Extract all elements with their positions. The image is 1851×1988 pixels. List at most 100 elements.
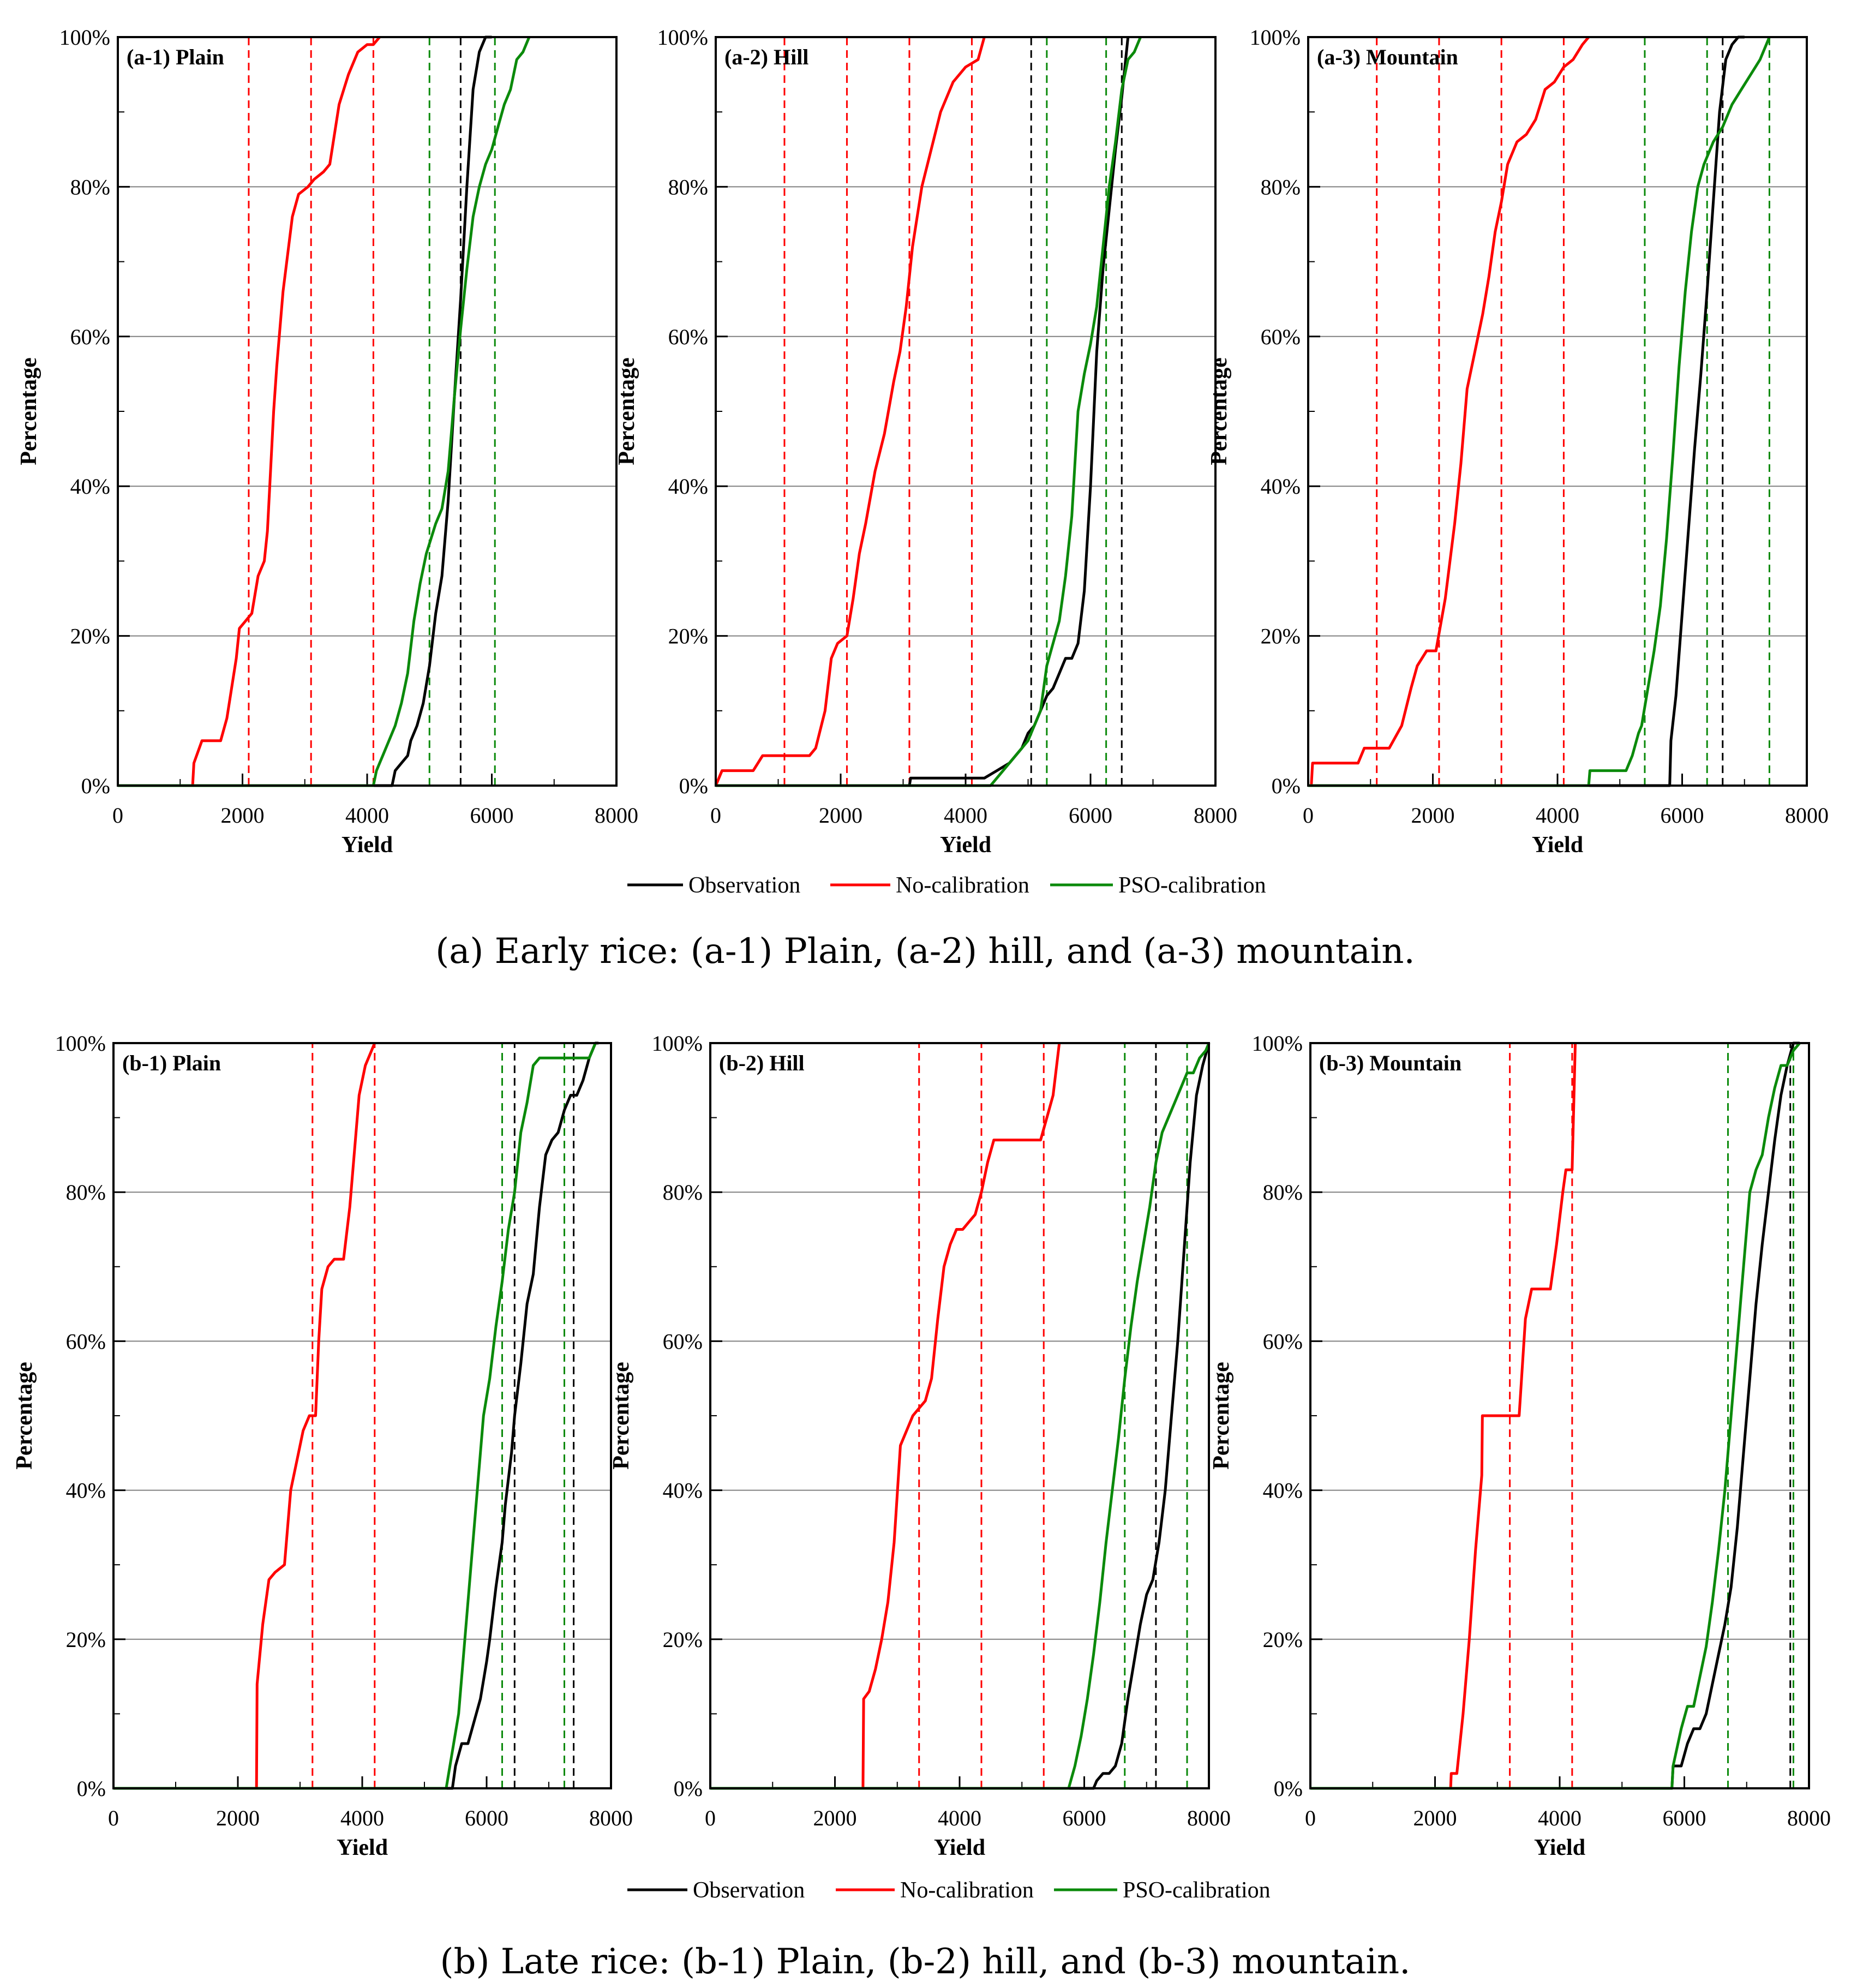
- caption-late-rice: (b) Late rice: (b-1) Plain, (b-2) hill, …: [440, 1942, 1411, 1982]
- panel-2-y-axis-label: Percentage: [614, 357, 639, 465]
- panel-5-series-pso-calibration: [710, 1043, 1211, 1790]
- panel-6-x-tick-label: 2000: [1413, 1806, 1457, 1830]
- panel-3: 0% 20% 40% 60% 80% 100% 0 2000 4000 6000 8000 (a-3)…: [1207, 25, 1829, 858]
- panel-6-x-tick-label: 0: [1305, 1806, 1316, 1830]
- panel-1-y-axis-label: Percentage: [16, 357, 41, 465]
- legend-a-nocal-label: No-calibration: [896, 873, 1029, 898]
- panel-3-frame: [1307, 36, 1808, 787]
- legend-b-nocal-label: No-calibration: [900, 1878, 1034, 1903]
- panel-2-x-axis-label: Yield: [940, 833, 991, 858]
- panel-5-y-tick-label: 80%: [663, 1180, 703, 1205]
- panel-1-frame: [117, 36, 618, 787]
- panel-3-y-tick-label: 0%: [1272, 774, 1301, 798]
- panel-2-series-no-calibration: [714, 37, 986, 786]
- panel-3-series-observation: [1308, 35, 1745, 787]
- legend-b-observation-label: Observation: [693, 1878, 805, 1903]
- panel-4-x-tick-label: 4000: [340, 1806, 384, 1830]
- panel-1-x-tick-label: 6000: [470, 803, 514, 828]
- panel-6-series-observation: [1310, 1041, 1800, 1790]
- panel-1-x-axis-label: Yield: [342, 833, 393, 858]
- panel-5: 0% 20% 40% 60% 80% 100% 0 2000 4000 6000 8000 (b-2)…: [609, 1031, 1231, 1860]
- panel-1-x-tick-label: 4000: [345, 803, 389, 828]
- panel-2-x-tick-label: 2000: [819, 803, 862, 828]
- panel-2-y-tick-label: 60%: [668, 325, 708, 349]
- panel-4-series-no-calibration: [113, 1043, 376, 1790]
- panel-5-series-observation: [710, 1043, 1211, 1790]
- caption-early-rice: (a) Early rice: (a-1) Plain, (a-2) hill,…: [435, 931, 1415, 972]
- panel-5-x-tick-label: 0: [705, 1806, 716, 1830]
- panel-3-series-no-calibration: [1308, 36, 1590, 787]
- panel-5-y-tick-label: 40%: [663, 1478, 703, 1503]
- panel-2-y-tick-label: 80%: [668, 175, 708, 199]
- panel-2-x-tick-label: 8000: [1194, 803, 1237, 828]
- panel-6-frame: [1309, 1042, 1810, 1789]
- legend-a-pso-label: PSO-calibration: [1118, 873, 1266, 898]
- panel-1-y-tick-label: 80%: [70, 175, 110, 199]
- panel-2-x-tick-label: 0: [710, 803, 721, 828]
- panel-4-x-tick-label: 8000: [589, 1806, 633, 1830]
- panel-5-y-tick-label: 0%: [674, 1776, 703, 1801]
- panel-4-y-tick-label: 100%: [55, 1031, 106, 1056]
- panel-3-y-tick-label: 60%: [1261, 325, 1301, 349]
- panel-5-title: (b-2) Hill: [719, 1051, 805, 1075]
- panel-5-x-tick-label: 2000: [813, 1806, 857, 1830]
- panel-2-x-tick-label: 6000: [1069, 803, 1112, 828]
- panel-1-series-pso-calibration: [118, 37, 531, 787]
- panel-3-y-tick-label: 100%: [1250, 25, 1301, 50]
- panel-3-x-axis-label: Yield: [1532, 833, 1583, 858]
- legend-a: Observation No-calibration PSO-calibrati…: [627, 873, 1266, 898]
- chart-panels: 0% 20% 40% 60% 80% 100% 0 2000 4000 6000 8000 (a-1)…: [12, 25, 1831, 1860]
- panel-6-y-tick-label: 100%: [1252, 1031, 1303, 1056]
- panel-4-y-tick-label: 60%: [66, 1329, 106, 1354]
- panel-5-x-tick-label: 4000: [938, 1806, 981, 1830]
- panel-4-x-tick-label: 2000: [216, 1806, 260, 1830]
- panel-6: 0% 20% 40% 60% 80% 100% 0 2000 4000 6000 8000 (b-3)…: [1209, 1031, 1831, 1860]
- panel-1-x-tick-label: 2000: [221, 803, 265, 828]
- panel-6-y-tick-label: 40%: [1263, 1478, 1303, 1503]
- panel-3-title: (a-3) Mountain: [1317, 45, 1458, 69]
- legend-b: Observation No-calibration PSO-calibrati…: [627, 1878, 1271, 1903]
- panel-5-x-tick-label: 8000: [1187, 1806, 1231, 1830]
- panel-5-frame: [709, 1042, 1210, 1789]
- panel-5-y-tick-label: 60%: [663, 1329, 703, 1354]
- panel-1-series-no-calibration: [118, 36, 381, 787]
- panel-6-y-tick-label: 0%: [1274, 1776, 1303, 1801]
- legend-b-pso-label: PSO-calibration: [1123, 1878, 1271, 1903]
- panel-2-y-tick-label: 20%: [668, 624, 708, 649]
- panel-5-x-tick-label: 6000: [1063, 1806, 1106, 1830]
- panel-3-x-tick-label: 4000: [1536, 803, 1579, 828]
- panel-3-x-tick-label: 8000: [1785, 803, 1829, 828]
- panel-2-x-tick-label: 4000: [944, 803, 987, 828]
- panel-3-series-pso-calibration: [1308, 37, 1771, 787]
- panel-1-title: (a-1) Plain: [127, 45, 224, 69]
- panel-4-series-observation: [113, 1041, 599, 1790]
- panel-4-frame: [112, 1042, 612, 1789]
- panel-3-x-tick-label: 0: [1303, 803, 1314, 828]
- panel-1-y-tick-label: 40%: [70, 474, 110, 499]
- panel-2-series-pso-calibration: [716, 37, 1142, 787]
- panel-5-series-no-calibration: [710, 1043, 1061, 1790]
- panel-6-y-tick-label: 20%: [1263, 1627, 1303, 1652]
- panel-5-y-tick-label: 100%: [652, 1031, 703, 1056]
- panel-6-x-tick-label: 4000: [1538, 1806, 1582, 1830]
- panel-4-x-tick-label: 0: [108, 1806, 119, 1830]
- panel-2-series-observation: [716, 37, 1130, 787]
- panel-4-y-axis-label: Percentage: [12, 1362, 37, 1469]
- panel-4-title: (b-1) Plain: [122, 1051, 221, 1075]
- panel-1-y-tick-label: 20%: [70, 624, 110, 649]
- panel-1-x-tick-label: 8000: [595, 803, 638, 828]
- panel-4-y-tick-label: 80%: [66, 1180, 106, 1205]
- panel-2-title: (a-2) Hill: [724, 45, 808, 69]
- panel-1-x-tick-label: 0: [112, 803, 123, 828]
- panel-6-y-tick-label: 80%: [1263, 1180, 1303, 1205]
- panel-3-y-axis-label: Percentage: [1207, 357, 1232, 465]
- panel-6-y-tick-label: 60%: [1263, 1329, 1303, 1354]
- panel-6-x-tick-label: 8000: [1787, 1806, 1831, 1830]
- legend-a-observation-label: Observation: [688, 873, 800, 898]
- panel-6-title: (b-3) Mountain: [1319, 1051, 1461, 1075]
- panel-6-series-pso-calibration: [1310, 1042, 1801, 1790]
- panel-6-x-tick-label: 6000: [1663, 1806, 1706, 1830]
- panel-3-y-tick-label: 80%: [1261, 175, 1301, 199]
- panel-4-y-tick-label: 0%: [77, 1776, 106, 1801]
